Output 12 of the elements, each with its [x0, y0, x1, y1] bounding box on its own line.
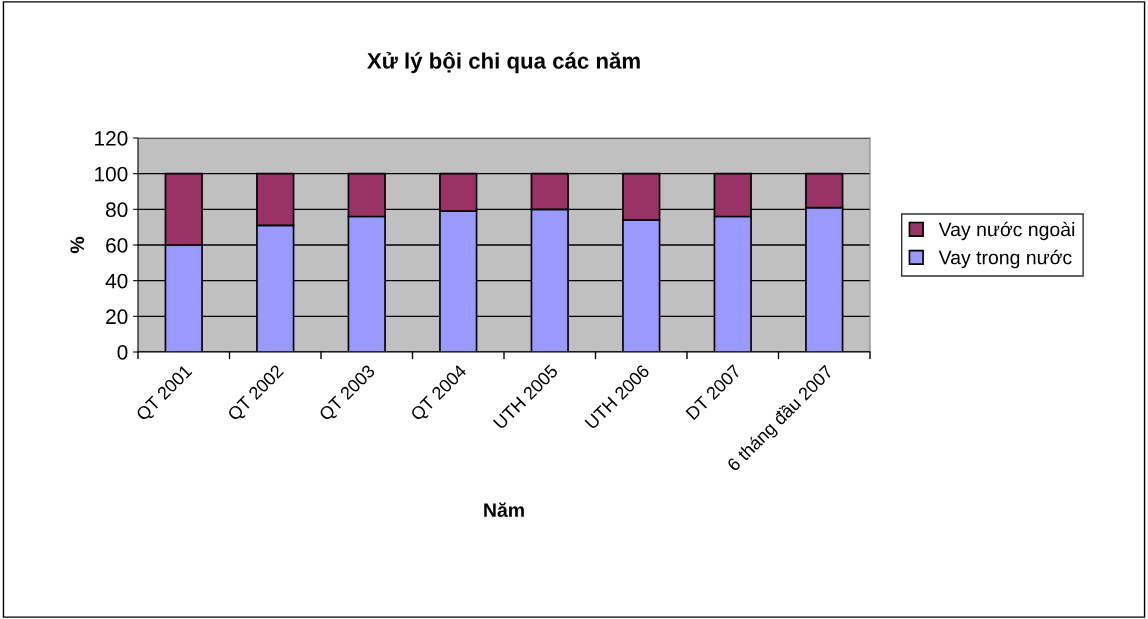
y-tick-label: 0 [117, 345, 128, 360]
y-tick-label: 60 [106, 238, 128, 253]
y-tick-label: 120 [95, 131, 128, 146]
legend-label: Vay nước ngoài [938, 221, 1075, 241]
x-axis-title: Năm [484, 502, 524, 518]
legend-label: Vay trong nước [938, 249, 1072, 269]
y-tick-label: 100 [95, 166, 128, 182]
y-tick-label: 40 [105, 273, 128, 289]
chart-title: Xử lý bội chi qua các năm [367, 51, 640, 74]
y-axis-title: % [70, 236, 85, 254]
y-tick-label: 20 [106, 309, 128, 325]
y-tick-label: 80 [106, 202, 128, 218]
